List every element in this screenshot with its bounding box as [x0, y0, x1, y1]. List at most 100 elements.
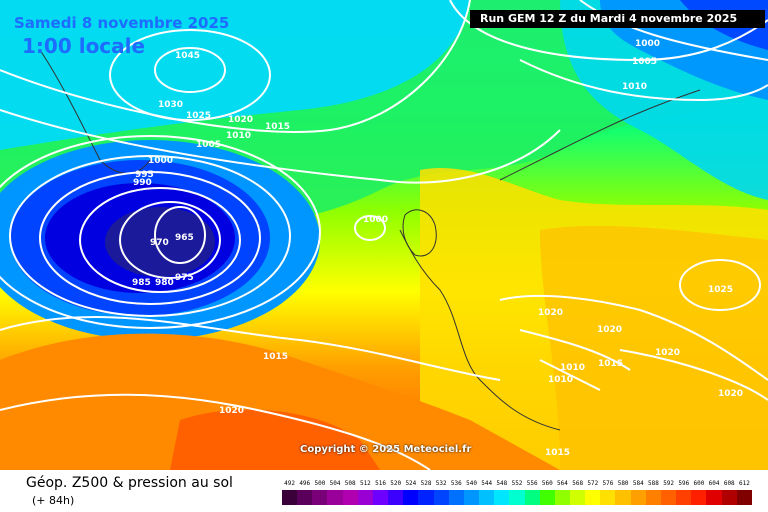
coastline-british-isles: [402, 209, 437, 257]
color-scale-swatch: [448, 490, 464, 505]
color-scale-label: 564: [557, 480, 568, 487]
map-title: Géop. Z500 & pression au sol: [26, 475, 233, 491]
color-scale-label: 504: [329, 480, 341, 487]
isobar-label: 1015: [598, 359, 623, 369]
color-scale-swatch: [554, 490, 570, 505]
isobar-label: 1010: [548, 375, 573, 385]
color-scale-swatch: [721, 490, 737, 505]
color-scale-label: 592: [663, 480, 675, 487]
color-scale-swatch: [676, 490, 692, 505]
color-scale-swatch: [297, 490, 313, 505]
color-scale-swatch: [312, 490, 328, 505]
color-scale-labels: 492 496 500 504 508 512 516 520 524 528 532 536 540 5…: [282, 480, 752, 488]
color-scale-label: 604: [708, 480, 720, 487]
color-scale-swatch: [660, 490, 677, 505]
color-scale-label: 600: [693, 480, 705, 487]
color-scale-swatch: [463, 490, 480, 505]
color-scale-label: 560: [541, 480, 553, 487]
color-scale-label: 520: [390, 480, 402, 487]
isobar-label: 1010: [622, 82, 647, 92]
coastline-greenland: [39, 49, 151, 174]
color-scale-label: 500: [314, 480, 326, 487]
color-scale-label: 544: [481, 480, 493, 487]
color-scale-swatch: [479, 490, 495, 505]
isobar-label: 1000: [635, 39, 660, 49]
isobar-label: 1005: [196, 140, 221, 150]
color-scale-swatch: [509, 490, 525, 505]
forecast-local-time: 1:00 locale: [22, 34, 146, 58]
isobar-label: 1045: [175, 51, 200, 61]
color-scale-label: 512: [359, 480, 371, 487]
isobar-label-group: 1045 1030 1025 1020 1015 1010 1005 1000 …: [132, 39, 743, 458]
color-scale-label: 612: [738, 480, 750, 487]
isobar-label: 985: [132, 278, 151, 288]
color-scale-label: 496: [299, 480, 311, 487]
color-scale: [282, 490, 752, 505]
isobar-label: 1020: [655, 348, 680, 358]
isobar-label: 1025: [708, 285, 733, 295]
color-scale-swatch: [433, 490, 449, 505]
color-scale-swatch: [736, 490, 752, 505]
coastline-europe: [399, 89, 701, 431]
color-scale-swatch: [494, 490, 510, 505]
low-pressure-core: [105, 207, 215, 277]
color-scale-label: 492: [284, 480, 295, 487]
color-scale-label: 548: [496, 480, 508, 487]
color-scale-swatch: [539, 490, 555, 505]
color-scale-swatch: [282, 490, 298, 505]
color-scale-label: 532: [435, 480, 447, 487]
orange-zone-south: [0, 333, 560, 470]
isobar-lines: [0, 0, 768, 470]
color-scale-swatch: [645, 490, 661, 505]
geopotential-map-svg: 1045 1030 1025 1020 1015 1010 1005 1000 …: [0, 0, 768, 470]
color-scale-swatch: [327, 490, 343, 505]
isobar-label: 1010: [226, 131, 251, 141]
color-scale-swatch: [615, 490, 631, 505]
color-scale-swatch: [691, 490, 707, 505]
color-scale-swatch: [524, 490, 540, 505]
color-scale-swatch: [403, 490, 419, 505]
color-scale-swatch: [706, 490, 722, 505]
color-scale-swatch: [372, 490, 389, 505]
color-scale-label: 576: [602, 480, 614, 487]
model-run-label: Run GEM 12 Z du Mardi 4 novembre 2025: [470, 10, 765, 28]
cyan-zone: [0, 0, 470, 150]
color-scale-label: 524: [405, 480, 417, 487]
color-scale-label: 580: [617, 480, 629, 487]
color-scale-swatch: [630, 490, 646, 505]
color-scale-swatch: [600, 490, 616, 505]
isobar-label: 1000: [363, 215, 388, 225]
orange-zone-east: [540, 225, 768, 470]
isobar-label: 970: [150, 238, 169, 248]
red-orange-zone: [170, 409, 380, 470]
color-scale-label: 528: [420, 480, 432, 487]
isobar-label: 1030: [158, 100, 183, 110]
isobar-label: 1025: [186, 111, 211, 121]
isobar-label: 965: [175, 233, 194, 243]
color-scale-label: 568: [572, 480, 584, 487]
color-scale-swatch: [585, 490, 601, 505]
weather-map: 1045 1030 1025 1020 1015 1010 1005 1000 …: [0, 0, 768, 470]
isobar-label: 1015: [265, 122, 290, 132]
isobar-label: 995: [135, 170, 154, 180]
color-scale-label: 516: [375, 480, 386, 487]
color-scale-swatch: [388, 490, 404, 505]
isobar-label: 990: [133, 178, 152, 188]
color-scale-label: 596: [678, 480, 690, 487]
color-scale-swatch: [569, 490, 586, 505]
isobar-label: 1020: [597, 325, 622, 335]
isobar-label: 1020: [538, 308, 563, 318]
color-scale-label: 556: [526, 480, 538, 487]
isobar-label: 1015: [545, 448, 570, 458]
forecast-range: (+ 84h): [32, 494, 75, 507]
legend-bar: Géop. Z500 & pression au sol (+ 84h) 492…: [0, 470, 768, 512]
color-scale-label: 572: [587, 480, 599, 487]
isobar-label: 1020: [219, 406, 244, 416]
isobar-label: 980: [155, 278, 174, 288]
isobar-label: 1000: [148, 156, 173, 166]
color-scale-label: 508: [344, 480, 356, 487]
isobar-label: 1015: [263, 352, 288, 362]
color-scale-label: 552: [511, 480, 523, 487]
isobar-label: 1020: [228, 115, 253, 125]
isobar-label: 975: [175, 273, 194, 283]
